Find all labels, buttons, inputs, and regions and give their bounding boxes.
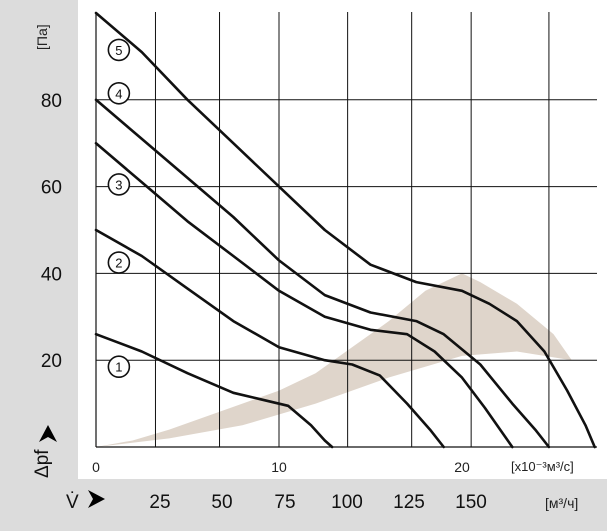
- curve-label-5: 5: [115, 43, 122, 58]
- curve-label-4: 4: [115, 86, 122, 101]
- curve-label-3: 3: [115, 177, 122, 192]
- curve-label-circle-1: [107, 355, 131, 379]
- bottom-axis-band: [0, 479, 607, 531]
- series-curve-2: [94, 228, 445, 449]
- x-axis-arrow-icon: [88, 490, 105, 508]
- left-axis-band: [0, 0, 78, 531]
- x-tick-label: 10: [271, 459, 287, 475]
- y-axis-label: Δpf: [32, 449, 53, 478]
- x-tick-label: 0: [92, 459, 100, 475]
- curve-label-1: 1: [115, 360, 122, 375]
- x-bottom-tick-label: 75: [274, 492, 295, 513]
- x-bottom-tick-label: 25: [149, 492, 170, 513]
- plot-area: 5432120406080010203040255075100125150: [41, 11, 597, 513]
- y-unit-label: [Па]: [34, 24, 50, 50]
- x-unit-bottom-label: [м³/ч]: [545, 495, 578, 511]
- series-curve-3: [94, 141, 514, 449]
- x-bottom-tick-label: 125: [393, 492, 425, 513]
- curve-label-circle-5: [107, 38, 131, 62]
- axis-labels: [Па] Δpf [x10⁻³м³/с] V̇ [м³/ч]: [32, 24, 578, 513]
- series-curve-5: [94, 11, 596, 449]
- curve-label-circle-3: [107, 173, 131, 196]
- x-tick-label: 20: [454, 459, 470, 475]
- curve-label-2: 2: [115, 256, 122, 271]
- x-bottom-tick-label: 150: [455, 492, 487, 513]
- y-tick-label: 60: [41, 178, 62, 199]
- x-bottom-axis-label: V̇: [66, 492, 79, 513]
- x-bottom-tick-label: 50: [211, 492, 232, 513]
- curve-label-circle-4: [107, 81, 131, 105]
- x-bottom-tick-label: 100: [331, 492, 363, 513]
- y-tick-label: 40: [41, 264, 62, 285]
- series-curve-4: [94, 98, 551, 449]
- x-unit-top-label: [x10⁻³м³/с]: [511, 459, 574, 474]
- y-tick-label: 20: [41, 351, 62, 372]
- y-axis-arrow-icon: [39, 425, 57, 442]
- curve-label-circle-2: [107, 251, 131, 274]
- series-curve-1: [94, 332, 334, 449]
- y-tick-label: 80: [41, 91, 62, 112]
